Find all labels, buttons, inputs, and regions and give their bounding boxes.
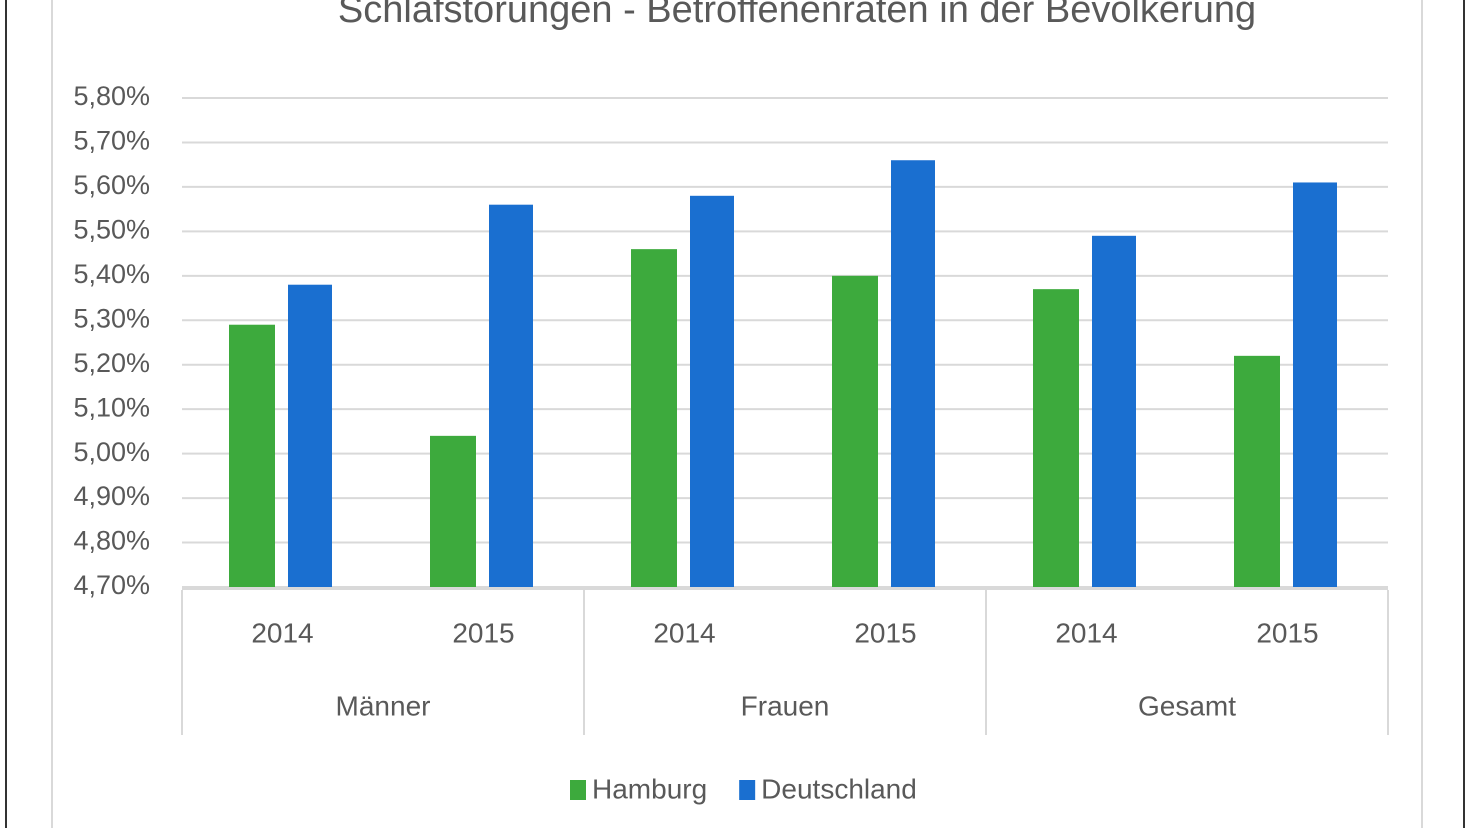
chart-title: Schlafstörungen - Betroffenenraten in de… xyxy=(338,0,1256,31)
bar xyxy=(1033,289,1079,587)
x-tick-label: 2015 xyxy=(452,617,514,648)
y-tick-label: 5,50% xyxy=(73,214,150,244)
bar xyxy=(690,195,734,588)
y-tick-label: 5,00% xyxy=(73,437,150,467)
bar xyxy=(1293,182,1337,588)
bar xyxy=(1234,355,1280,587)
bar xyxy=(832,275,878,587)
x-tick-label: 2015 xyxy=(1256,617,1318,648)
bar xyxy=(229,324,275,587)
y-tick-label: 5,30% xyxy=(73,303,150,333)
legend-label: Deutschland xyxy=(761,773,917,804)
x-tick-label: 2014 xyxy=(1055,617,1117,648)
y-tick-label: 4,80% xyxy=(73,526,150,556)
bar xyxy=(288,284,332,587)
bar xyxy=(489,204,533,587)
y-tick-label: 5,20% xyxy=(73,348,150,378)
y-tick-label: 4,70% xyxy=(73,570,150,600)
x-tick-label: 2014 xyxy=(653,617,715,648)
y-tick-label: 5,10% xyxy=(73,392,150,422)
y-tick-label: 5,80% xyxy=(73,81,150,111)
group-label: Gesamt xyxy=(1138,690,1236,721)
legend-swatch xyxy=(570,780,586,800)
bar xyxy=(631,249,677,588)
y-tick-label: 5,70% xyxy=(73,126,150,156)
x-tick-label: 2015 xyxy=(854,617,916,648)
group-label: Männer xyxy=(336,690,431,721)
group-label: Frauen xyxy=(741,690,830,721)
bar xyxy=(1092,235,1136,588)
y-tick-label: 4,90% xyxy=(73,481,150,511)
y-tick-label: 5,40% xyxy=(73,259,150,289)
chart-area xyxy=(51,0,1423,833)
outer-frame xyxy=(5,0,1465,833)
x-tick-label: 2014 xyxy=(251,617,313,648)
bar xyxy=(430,435,476,587)
bar xyxy=(891,160,935,587)
y-tick-label: 5,60% xyxy=(73,170,150,200)
legend-label: Hamburg xyxy=(592,773,707,804)
legend-swatch xyxy=(739,780,756,800)
